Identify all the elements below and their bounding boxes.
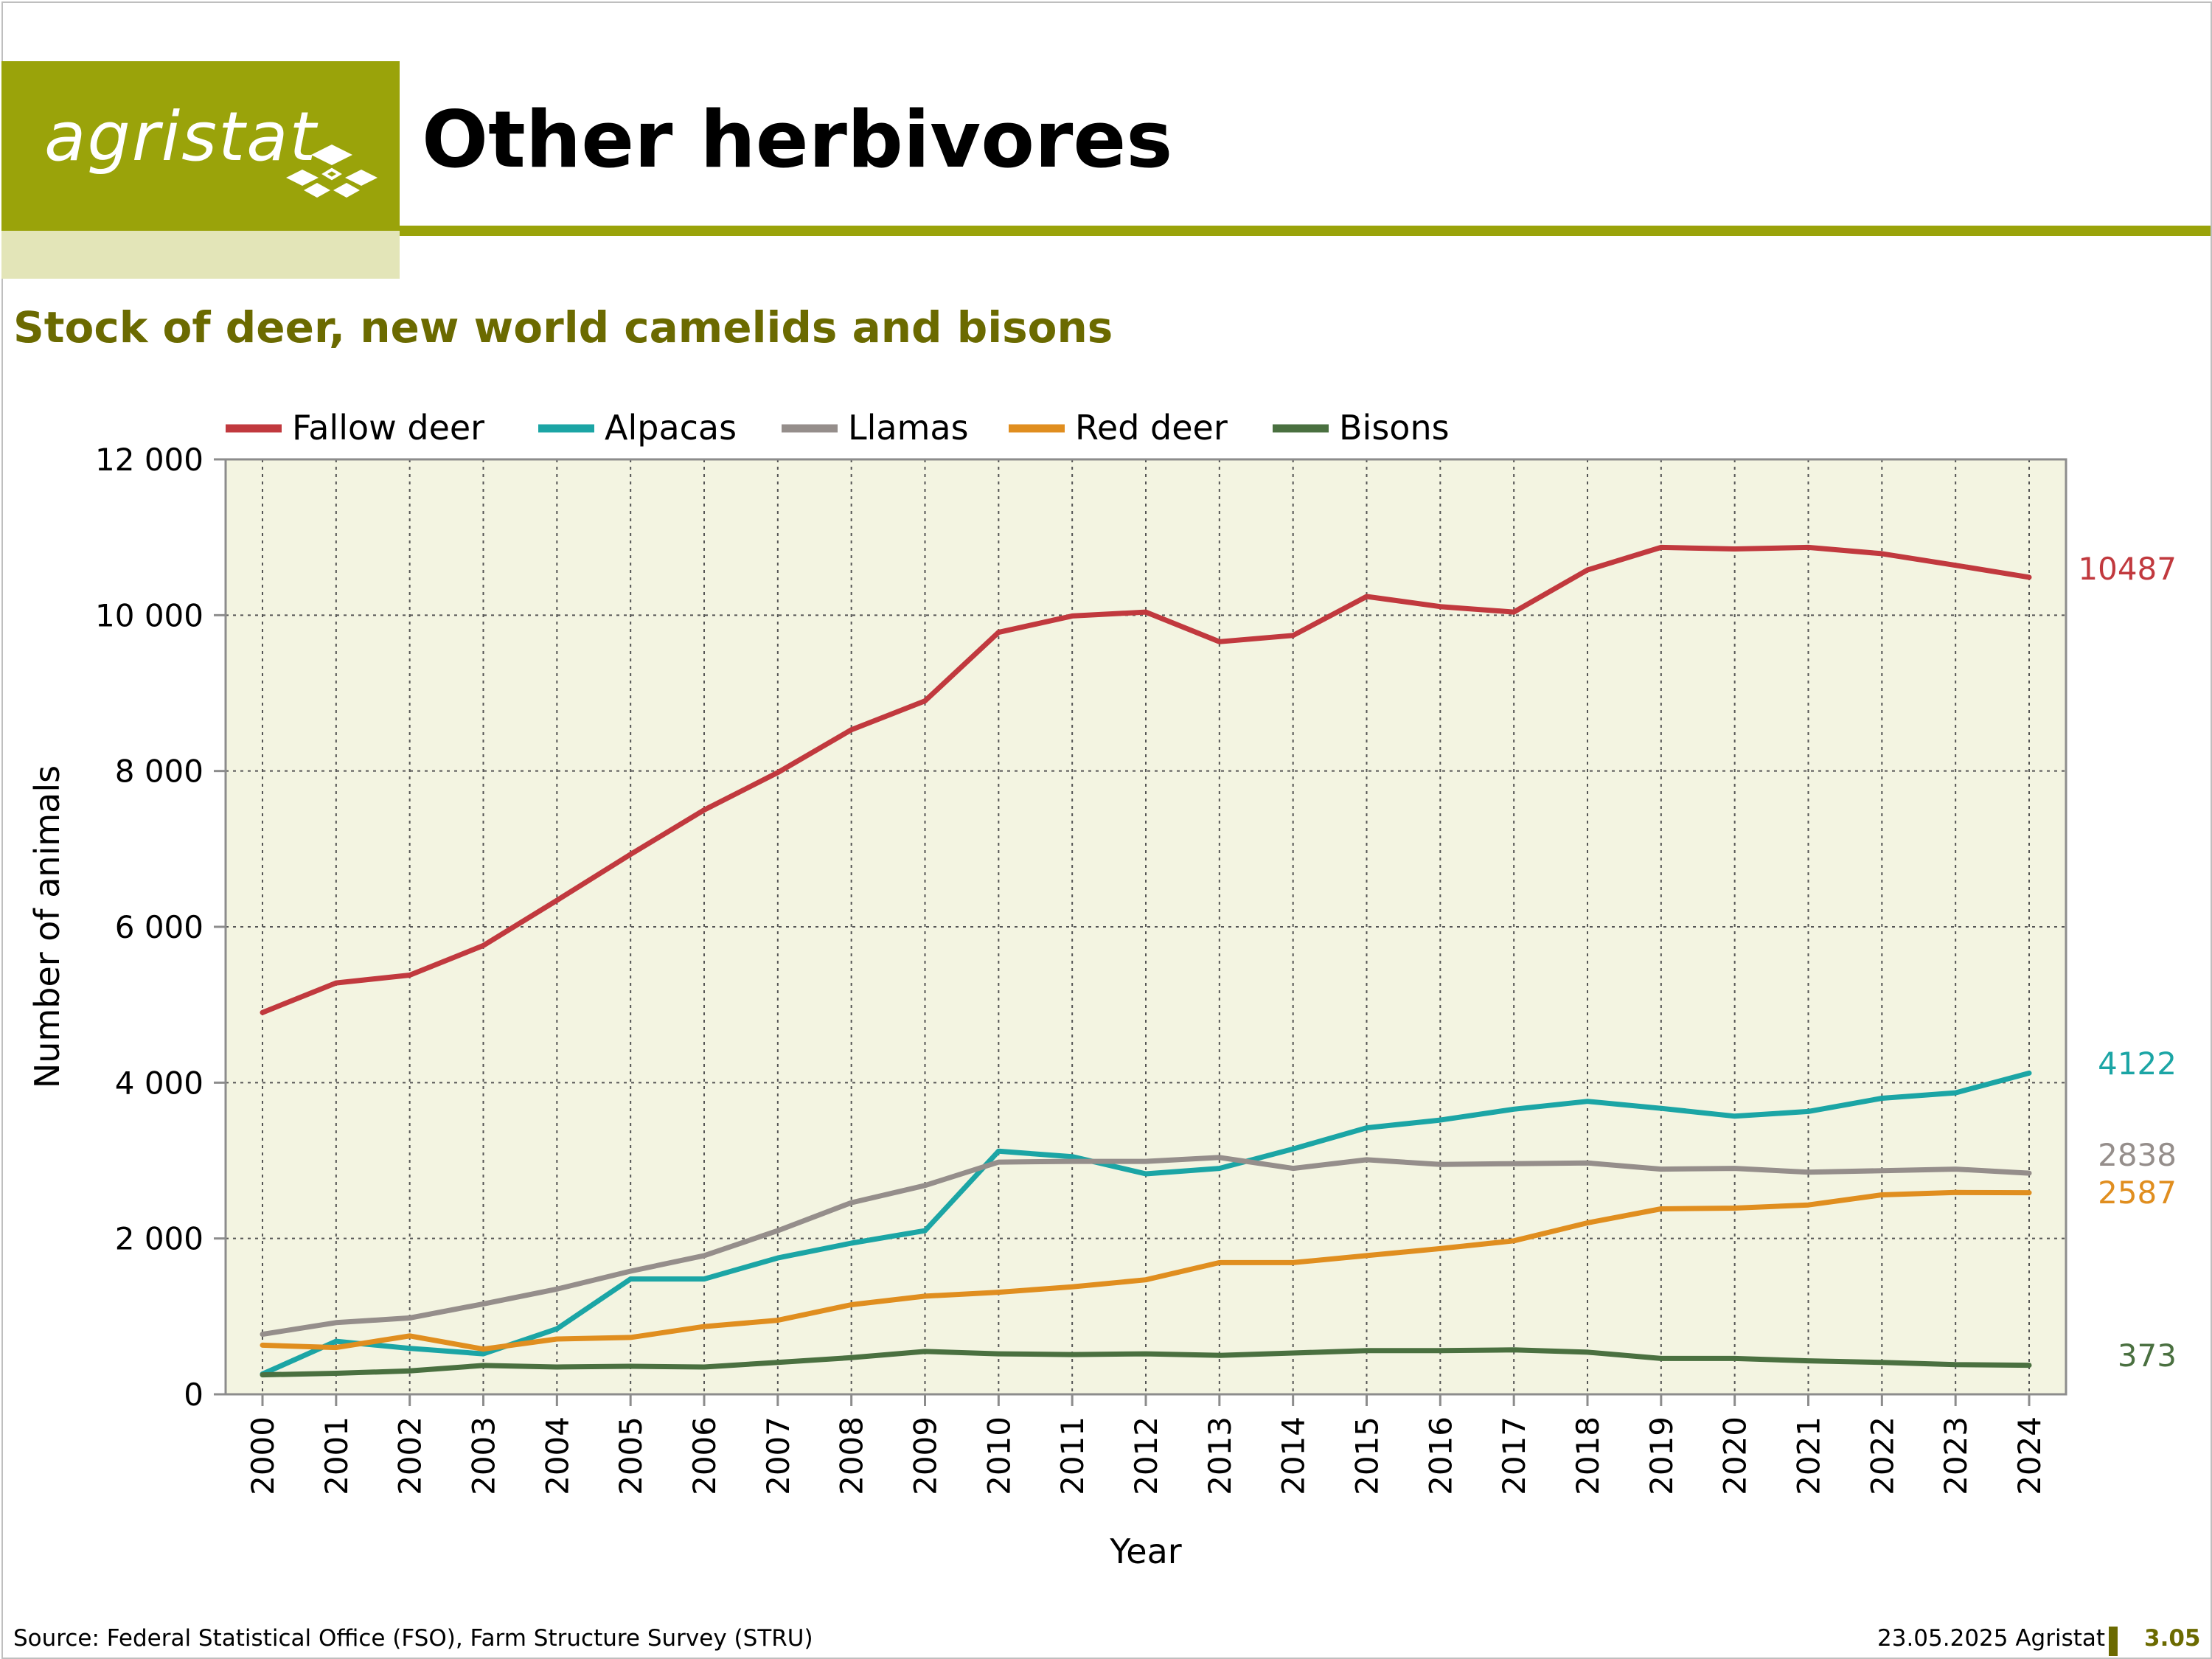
series-line-alpacas xyxy=(260,1070,2032,1377)
logo-wordmark: agristat xyxy=(44,97,318,176)
x-tick-label: 2021 xyxy=(1791,1416,1827,1495)
y-axis: 0 2 000 4 000 6 000 8 000 10 000 12 000 xyxy=(95,442,226,1413)
x-tick-label: 2022 xyxy=(1864,1416,1900,1495)
x-tick-label: 2005 xyxy=(613,1416,649,1495)
x-axis-title: Year xyxy=(1109,1531,1181,1571)
x-tick-label: 2017 xyxy=(1496,1416,1532,1495)
x-tick-label: 2000 xyxy=(245,1416,281,1495)
y-tick-label: 10 000 xyxy=(95,597,204,633)
y-tick-label: 12 000 xyxy=(95,442,204,478)
legend-label: Llamas xyxy=(848,408,969,448)
y-tick-label: 4 000 xyxy=(115,1065,204,1101)
chart-subtitle: Stock of deer, new world camelids and bi… xyxy=(13,302,1113,352)
legend-label: Red deer xyxy=(1075,408,1228,448)
x-tick-label: 2015 xyxy=(1349,1416,1385,1495)
logo-underband xyxy=(1,231,400,279)
line-chart: Fallow deer Alpacas Llamas Red deer Bisons 0… xyxy=(27,408,2177,1571)
series-line-red-deer xyxy=(260,1189,2032,1352)
end-label-alpacas: 4122 xyxy=(2098,1046,2177,1082)
x-tick-label: 2010 xyxy=(981,1416,1017,1495)
y-tick-label: 8 000 xyxy=(115,754,204,790)
x-axis: 2000 2001 2002 2003 2004 2005 2006 2007 2008 2009… xyxy=(245,1394,2048,1495)
chart-grid xyxy=(226,459,2066,1394)
chart-series xyxy=(260,544,2032,1378)
x-tick-label: 2011 xyxy=(1054,1416,1091,1495)
x-tick-label: 2012 xyxy=(1128,1416,1164,1495)
footer-date: 23.05.2025 Agristat xyxy=(1877,1625,2106,1652)
y-tick-label: 0 xyxy=(184,1377,204,1413)
x-tick-label: 2001 xyxy=(319,1416,355,1495)
x-tick-label: 2014 xyxy=(1276,1416,1312,1495)
footer-source: Source: Federal Statistical Office (FSO)… xyxy=(13,1625,813,1652)
series-line-fallow-deer xyxy=(260,544,2032,1015)
x-tick-label: 2016 xyxy=(1422,1416,1458,1495)
series-line-bisons xyxy=(260,1347,2032,1378)
y-tick-label: 6 000 xyxy=(115,909,204,945)
x-tick-label: 2007 xyxy=(760,1416,796,1495)
page-number: 3.05 xyxy=(2144,1625,2201,1652)
page-title: Other herbivores xyxy=(422,94,1173,185)
end-label-llamas: 2838 xyxy=(2098,1137,2177,1173)
x-tick-label: 2002 xyxy=(392,1416,428,1495)
x-tick-label: 2003 xyxy=(466,1416,502,1495)
chart-legend: Fallow deer Alpacas Llamas Red deer Bisons xyxy=(226,408,1450,448)
end-label-bisons: 373 xyxy=(2118,1338,2177,1374)
x-tick-label: 2023 xyxy=(1938,1416,1974,1495)
x-tick-label: 2013 xyxy=(1202,1416,1238,1495)
x-tick-label: 2006 xyxy=(686,1416,723,1495)
legend-label: Fallow deer xyxy=(292,408,484,448)
y-tick-label: 2 000 xyxy=(115,1221,204,1257)
series-line-llamas xyxy=(260,1155,2032,1338)
x-tick-label: 2009 xyxy=(908,1416,944,1495)
x-tick-label: 2019 xyxy=(1644,1416,1680,1495)
footer-divider xyxy=(2109,1627,2118,1656)
x-tick-label: 2004 xyxy=(539,1416,575,1495)
x-tick-label: 2008 xyxy=(834,1416,870,1495)
end-label-red-deer: 2587 xyxy=(2098,1175,2177,1211)
end-label-fallow-deer: 10487 xyxy=(2078,551,2177,587)
y-axis-title: Number of animals xyxy=(27,765,67,1088)
title-rule xyxy=(400,226,2211,236)
logo-diamond-icon xyxy=(286,145,378,198)
legend-label: Alpacas xyxy=(605,408,737,448)
x-tick-label: 2024 xyxy=(2011,1416,2048,1495)
x-tick-label: 2018 xyxy=(1570,1416,1606,1495)
x-tick-label: 2020 xyxy=(1717,1416,1753,1495)
legend-label: Bisons xyxy=(1339,408,1450,448)
